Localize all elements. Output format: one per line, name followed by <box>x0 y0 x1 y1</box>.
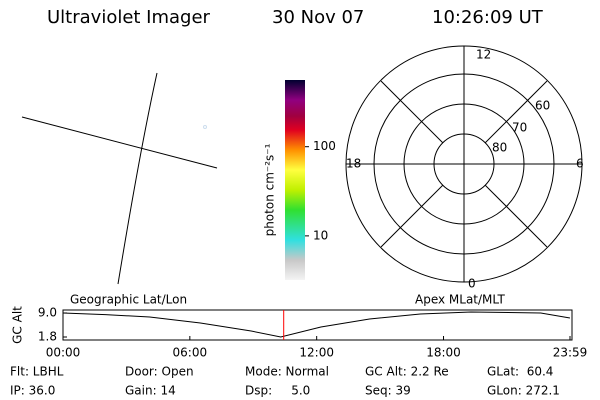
axis <box>484 80 548 144</box>
status-field: GLat: 60.4 <box>487 365 553 379</box>
status-field: GLon: 272.1 <box>487 384 560 398</box>
mlt-label: 0 <box>468 277 476 291</box>
status-field: Flt: LBHL <box>10 365 64 379</box>
parallel <box>21 116 218 169</box>
meridian <box>117 72 158 285</box>
lat-label: 60 <box>535 99 550 113</box>
axis <box>380 184 444 248</box>
status-field: Dsp: 5.0 <box>245 384 310 398</box>
mlt-label: 18 <box>346 157 361 171</box>
x-tick-label: 06:00 <box>173 346 208 360</box>
status-field: Door: Open <box>125 365 194 379</box>
polar-plot <box>345 45 583 283</box>
x-tick-label: 12:00 <box>299 346 334 360</box>
geo-image <box>21 72 218 285</box>
alt-line <box>62 311 571 338</box>
status-field: Seq: 39 <box>365 384 411 398</box>
mlt-label: 12 <box>476 48 491 62</box>
status-field: Mode: Normal <box>245 365 329 379</box>
date: 30 Nov 07 <box>272 7 364 28</box>
colorbar-tick-label: 10 <box>313 228 328 242</box>
colorbar-tick-label: 100 <box>313 139 336 153</box>
lat-label: 80 <box>492 141 507 155</box>
title: Ultraviolet Imager <box>47 7 211 28</box>
speck <box>203 125 207 129</box>
y-tick-label: 1.8 <box>38 330 57 344</box>
x-tick-label: 18:00 <box>426 346 461 360</box>
mlt-label: 6 <box>576 157 584 171</box>
time: 10:26:09 UT <box>432 7 544 28</box>
axis <box>484 184 548 248</box>
annotation: Apex MLat/MLT <box>415 293 505 307</box>
colorbar-label: photon cm⁻²s⁻¹ <box>263 143 277 236</box>
lat-label: 70 <box>512 121 527 135</box>
x-tick-label: 23:59 <box>553 346 588 360</box>
axis <box>380 80 444 144</box>
status-field: IP: 36.0 <box>10 384 55 398</box>
x-tick-label: 00:00 <box>46 346 81 360</box>
y-axis-label: GC Alt <box>11 306 25 344</box>
annotation: Geographic Lat/Lon <box>70 293 187 307</box>
alt-plot-frame <box>62 309 573 341</box>
status-field: GC Alt: 2.2 Re <box>365 365 449 379</box>
status-field: Gain: 14 <box>125 384 176 398</box>
y-tick-label: 9.0 <box>38 306 57 320</box>
colorbar <box>285 80 305 280</box>
